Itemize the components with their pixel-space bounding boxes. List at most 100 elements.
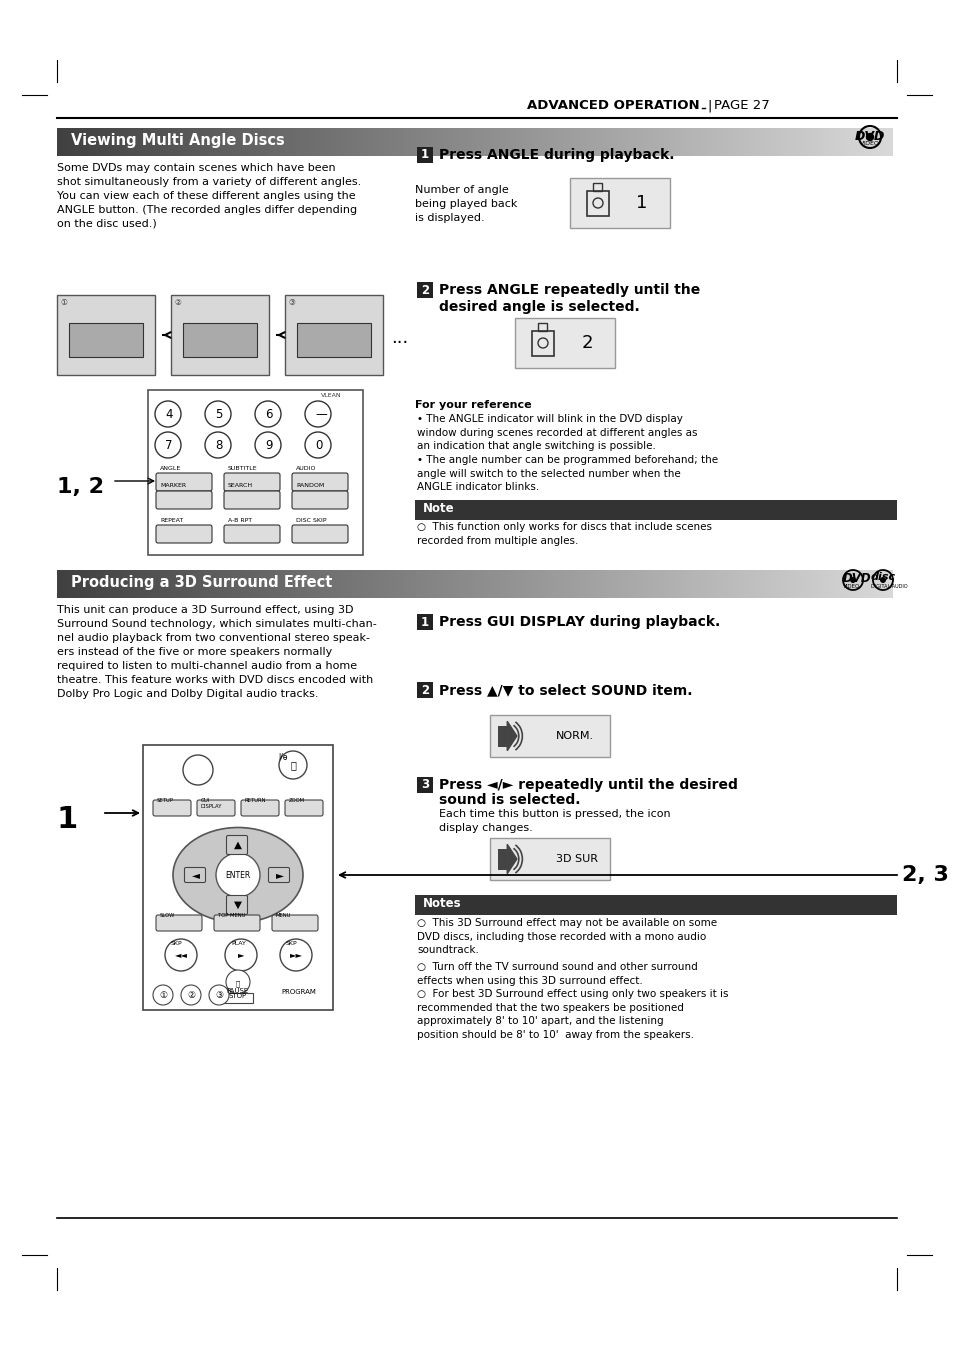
Text: Press ◄/► repeatedly until the desired: Press ◄/► repeatedly until the desired	[438, 778, 737, 792]
Bar	[313, 570, 316, 598]
Text: Press GUI DISPLAY during playback.: Press GUI DISPLAY during playback.	[438, 615, 720, 630]
Bar	[491, 128, 495, 155]
Text: 5: 5	[214, 408, 222, 422]
Bar	[466, 128, 470, 155]
Bar	[366, 128, 370, 155]
Bar	[276, 570, 280, 598]
Bar	[379, 128, 383, 155]
Text: MENU: MENU	[275, 913, 292, 917]
Bar	[152, 128, 155, 155]
Bar	[66, 570, 69, 598]
Bar	[855, 570, 859, 598]
Bar	[346, 570, 350, 598]
Circle shape	[165, 939, 196, 971]
Text: 2, 3: 2, 3	[901, 865, 948, 885]
Bar	[858, 570, 862, 598]
Bar	[88, 570, 91, 598]
FancyBboxPatch shape	[224, 473, 280, 490]
Bar	[646, 128, 650, 155]
Bar	[490, 715, 609, 757]
Bar	[785, 128, 789, 155]
Bar	[294, 570, 297, 598]
Circle shape	[205, 401, 231, 427]
Bar	[888, 570, 892, 598]
Bar	[536, 570, 539, 598]
Bar	[613, 128, 617, 155]
FancyBboxPatch shape	[224, 490, 280, 509]
Bar	[330, 128, 334, 155]
Bar	[366, 570, 370, 598]
Bar	[460, 570, 464, 598]
Circle shape	[278, 751, 307, 780]
Bar	[515, 317, 615, 367]
Bar	[376, 570, 380, 598]
Bar	[191, 570, 194, 598]
Bar	[566, 570, 570, 598]
Bar	[234, 570, 238, 598]
Bar	[313, 128, 316, 155]
Bar	[213, 128, 216, 155]
Bar	[643, 570, 647, 598]
Bar	[427, 570, 431, 598]
Text: 0: 0	[314, 439, 322, 453]
Bar	[858, 128, 862, 155]
Text: 9: 9	[265, 439, 273, 453]
Bar	[527, 570, 531, 598]
Bar	[355, 128, 358, 155]
Bar	[537, 323, 547, 331]
Bar	[872, 128, 876, 155]
Bar	[746, 570, 750, 598]
Circle shape	[225, 939, 256, 971]
Circle shape	[209, 985, 229, 1005]
Bar	[382, 128, 386, 155]
Bar	[830, 128, 834, 155]
Bar	[800, 570, 803, 598]
Bar	[124, 128, 128, 155]
Bar	[524, 128, 528, 155]
Bar	[746, 128, 750, 155]
Bar	[749, 570, 753, 598]
Bar	[819, 128, 822, 155]
Bar	[485, 128, 489, 155]
Bar	[827, 128, 831, 155]
Bar	[394, 128, 397, 155]
Bar	[610, 128, 614, 155]
Bar	[249, 570, 253, 598]
Bar	[134, 570, 138, 598]
Bar	[360, 128, 364, 155]
Bar	[499, 570, 503, 598]
Bar	[355, 570, 358, 598]
Bar	[679, 570, 683, 598]
Bar	[296, 323, 371, 357]
Bar	[399, 128, 403, 155]
Text: |: |	[706, 99, 711, 112]
Bar	[546, 570, 550, 598]
Bar	[254, 128, 258, 155]
Bar	[291, 570, 294, 598]
Text: ...: ...	[391, 330, 408, 347]
Bar	[440, 570, 444, 598]
Bar	[563, 570, 567, 598]
Bar	[318, 128, 322, 155]
Bar	[807, 570, 811, 598]
Bar	[774, 128, 778, 155]
Bar	[639, 128, 641, 155]
Bar	[621, 128, 625, 155]
Bar	[404, 570, 408, 598]
Text: For your reference: For your reference	[415, 400, 531, 409]
Bar	[780, 128, 783, 155]
FancyBboxPatch shape	[156, 473, 212, 490]
Bar	[227, 570, 231, 598]
Bar	[599, 570, 603, 598]
Bar	[369, 128, 372, 155]
Bar	[543, 128, 547, 155]
Bar	[485, 570, 489, 598]
Bar	[636, 570, 639, 598]
Bar	[207, 128, 211, 155]
Bar	[185, 570, 189, 598]
Bar	[274, 128, 277, 155]
Text: 1: 1	[57, 805, 78, 835]
Bar	[794, 128, 798, 155]
Bar	[452, 128, 456, 155]
FancyBboxPatch shape	[156, 526, 212, 543]
